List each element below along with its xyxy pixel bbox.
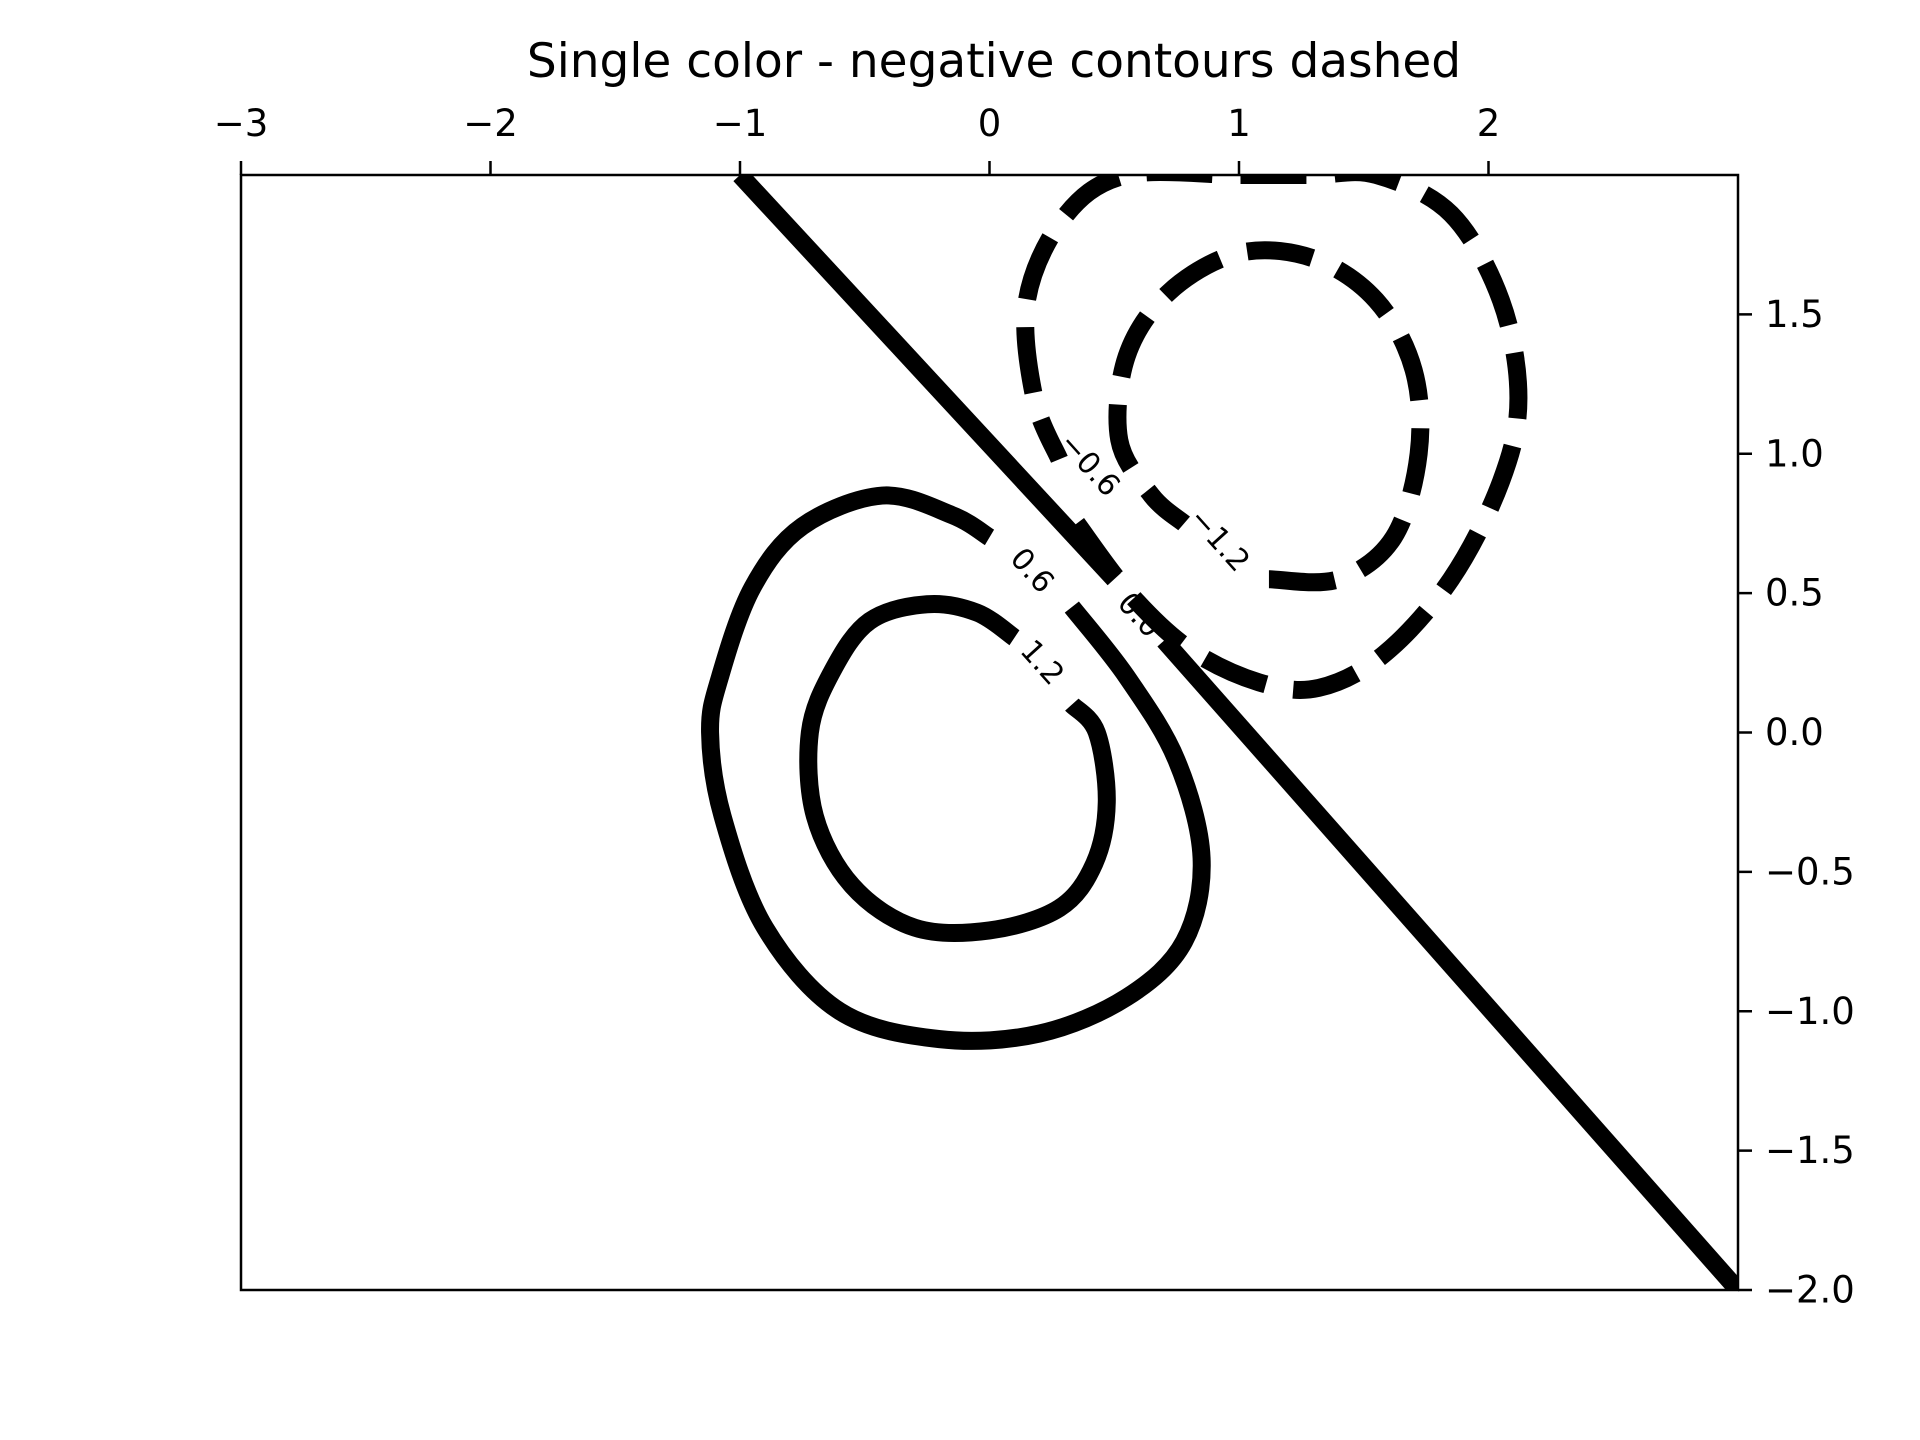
- contour-label-1_2: 1.2: [1013, 633, 1071, 692]
- x-axis: −3 −2 −1 0 1 2: [214, 102, 1501, 175]
- y-tick-label: 0.0: [1765, 711, 1824, 754]
- y-tick-label: −2.0: [1765, 1269, 1855, 1312]
- y-tick-label: 1.5: [1765, 293, 1824, 336]
- contour-label-neg1_2: −1.2: [1182, 501, 1257, 579]
- contour-lines: [701, 175, 1738, 1290]
- chart-title: Single color - negative contours dashed: [527, 34, 1461, 89]
- contour-level-neg1_2-segment-0: [1108, 241, 1430, 592]
- y-axis: 1.5 1.0 0.5 0.0 −0.5 −1.0 −1.5 −2.0: [1738, 293, 1855, 1312]
- contour-level-1_2-segment-0: [799, 595, 1116, 943]
- y-tick-label: −1.5: [1765, 1129, 1855, 1172]
- x-tick-label: 1: [1227, 102, 1251, 145]
- y-tick-label: 1.0: [1765, 432, 1824, 475]
- contour-level-0-segment-0: [733, 175, 1121, 586]
- x-tick-label: 0: [978, 102, 1002, 145]
- x-tick-label: −1: [713, 102, 768, 145]
- axes-frame: [239, 173, 1740, 1292]
- contour-label-0_6: 0.6: [1003, 541, 1061, 600]
- x-tick-label: −3: [214, 102, 269, 145]
- y-tick-label: −1.0: [1765, 990, 1855, 1033]
- x-tick-label: −2: [463, 102, 518, 145]
- x-tick-label: 2: [1477, 102, 1501, 145]
- y-tick-label: −0.5: [1765, 850, 1855, 893]
- y-tick-label: 0.5: [1765, 572, 1824, 615]
- contour-level-neg0_6-segment-0: [1016, 175, 1528, 699]
- contour-level-0-segment-1: [1157, 634, 1738, 1290]
- contour-level-0_6-segment-0: [701, 486, 1211, 1050]
